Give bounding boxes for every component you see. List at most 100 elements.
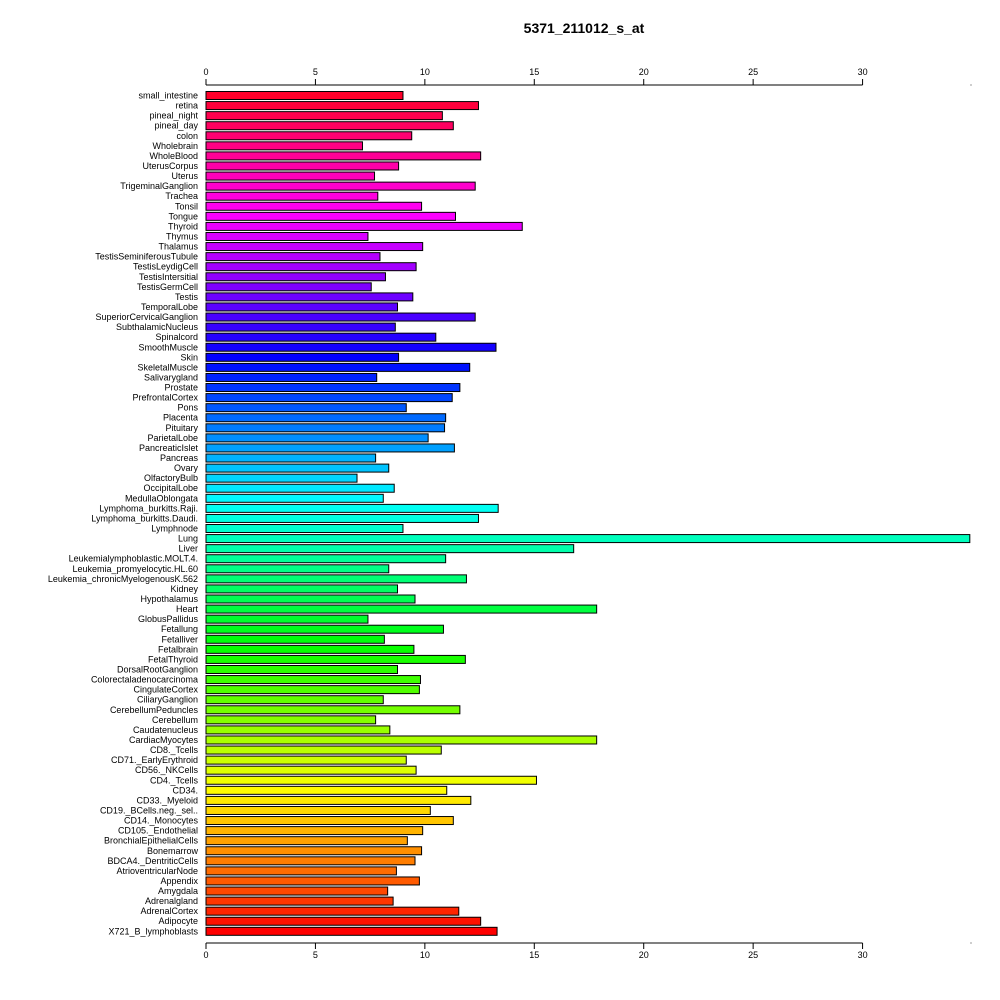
- bar: [205, 725, 391, 735]
- category-label: ParietalLobe: [147, 433, 198, 443]
- category-label: OlfactoryBulb: [144, 473, 198, 483]
- category-label: SuperiorCervicalGanglion: [95, 312, 198, 322]
- bar: [205, 554, 447, 564]
- bar: [205, 654, 466, 664]
- bar: [205, 614, 369, 624]
- bar: [205, 755, 407, 765]
- bar: [205, 393, 453, 403]
- bar: [205, 282, 372, 292]
- category-label: Lung: [178, 534, 198, 544]
- bar: [205, 372, 378, 382]
- x-axis-bottom-tick-label: 5: [313, 950, 318, 960]
- bar: [205, 634, 385, 644]
- category-label: CardiacMyocytes: [129, 735, 199, 745]
- x-axis-bottom-tick-label: 25: [748, 950, 758, 960]
- bar: [205, 121, 454, 131]
- bar: [205, 141, 363, 151]
- category-label: CD105._Endothelial: [118, 826, 198, 836]
- category-label: Thymus: [166, 231, 199, 241]
- category-label: X721_B_lymphoblasts: [108, 926, 198, 936]
- x-axis-top-tick-label: 30: [858, 67, 868, 77]
- bar: [205, 805, 431, 815]
- category-label: Bonemarrow: [147, 846, 199, 856]
- bar: [205, 866, 397, 876]
- bar: [205, 816, 454, 826]
- bar: [205, 896, 394, 906]
- bar: [205, 715, 377, 725]
- axis-end-mark: [970, 84, 972, 86]
- bar: [205, 151, 482, 161]
- category-label: Pons: [177, 403, 198, 413]
- category-label: CD4._Tcells: [150, 775, 199, 785]
- category-label: Lymphoma_burkitts.Daudi.: [91, 513, 198, 523]
- bar: [205, 463, 390, 473]
- bar: [205, 161, 400, 171]
- bar: [205, 826, 424, 836]
- bar: [205, 644, 415, 654]
- bar: [205, 302, 398, 312]
- bar: [205, 564, 390, 574]
- bar: [205, 664, 398, 674]
- bar: [205, 433, 429, 443]
- category-label: Fetalliver: [161, 634, 198, 644]
- bar: [205, 594, 416, 604]
- category-label: CD8._Tcells: [150, 745, 199, 755]
- category-label: Fetalbrain: [158, 644, 198, 654]
- bar: [205, 91, 404, 100]
- category-label: PrefrontalCortex: [132, 393, 198, 403]
- bar: [205, 362, 471, 372]
- bar: [205, 201, 423, 211]
- bar: [205, 886, 389, 896]
- bar: [205, 211, 456, 221]
- axis-end-mark: [970, 942, 972, 944]
- bar: [205, 272, 386, 282]
- category-label: Lymphoma_burkitts.Raji.: [99, 503, 198, 513]
- category-label: Lymphnode: [151, 524, 198, 534]
- bar: [205, 101, 479, 111]
- bar: [205, 624, 444, 634]
- category-label: Kidney: [170, 584, 198, 594]
- bar: [205, 191, 379, 201]
- category-label: pineal_night: [149, 111, 198, 121]
- bar: [205, 413, 447, 423]
- x-axis-bottom-tick-label: 10: [420, 950, 430, 960]
- bar: [205, 534, 971, 544]
- bar: [205, 513, 479, 523]
- bar: [205, 332, 437, 342]
- bar: [205, 423, 446, 433]
- category-label: PancreaticIslet: [139, 443, 199, 453]
- bar: [205, 322, 396, 332]
- bar: [205, 836, 408, 846]
- category-label: TemporalLobe: [141, 302, 198, 312]
- category-label: Uterus: [171, 171, 198, 181]
- x-axis-bottom-tick-label: 30: [858, 950, 868, 960]
- bar: [205, 775, 537, 785]
- bar: [205, 443, 455, 453]
- category-label: SmoothMuscle: [138, 342, 198, 352]
- bar: [205, 493, 384, 503]
- category-label: Adrenalgland: [145, 896, 198, 906]
- bar: [205, 926, 498, 936]
- category-label: Placenta: [163, 413, 198, 423]
- category-label: TestisLeydigCell: [133, 262, 198, 272]
- category-label: AtrioventricularNode: [116, 866, 198, 876]
- bar: [205, 231, 369, 241]
- x-axis-top-tick-label: 25: [748, 67, 758, 77]
- bar: [205, 705, 461, 715]
- x-axis-bottom-tick-label: 15: [529, 950, 539, 960]
- category-label: CD71._EarlyErythroid: [111, 755, 198, 765]
- bar: [205, 524, 404, 534]
- category-label: Ovary: [174, 463, 199, 473]
- category-label: Trachea: [165, 191, 198, 201]
- category-label: MedullaOblongata: [125, 493, 198, 503]
- category-label: CingulateCortex: [133, 685, 198, 695]
- bar: [205, 785, 448, 795]
- category-label: OccipitalLobe: [143, 483, 198, 493]
- bar: [205, 171, 376, 181]
- bar: [205, 916, 482, 926]
- bar: [205, 342, 497, 352]
- category-label: Colorectaladenocarcinoma: [91, 675, 198, 685]
- bar: [205, 795, 472, 805]
- category-label: CerebellumPeduncles: [110, 705, 199, 715]
- category-label: Spinalcord: [155, 332, 198, 342]
